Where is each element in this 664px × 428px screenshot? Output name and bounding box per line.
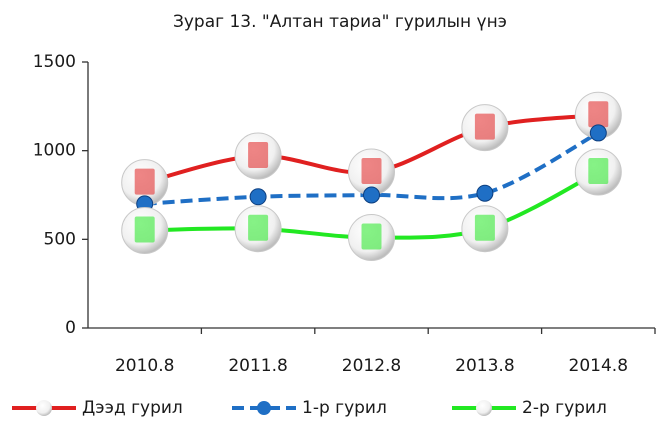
legend-marker: [36, 400, 52, 416]
legend-label: Дээд гурил: [82, 398, 183, 418]
marker-icon: [588, 101, 608, 127]
marker-group: [462, 105, 508, 151]
x-tick-label: 2013.8: [455, 356, 514, 376]
marker-icon: [248, 215, 268, 241]
chart-title: Зураг 13. "Алтан тариа" гурилын үнэ: [173, 12, 507, 32]
marker-group: [235, 206, 281, 252]
marker-icon: [588, 158, 608, 184]
legend-marker: [257, 401, 271, 415]
x-tick-label: 2010.8: [115, 356, 174, 376]
y-tick-label: 1000: [33, 141, 76, 161]
marker-icon: [248, 142, 268, 168]
y-tick-label: 1500: [33, 52, 76, 72]
marker-icon: [362, 158, 382, 184]
marker-icon: [475, 114, 495, 140]
marker-icon: [135, 169, 155, 195]
marker: [364, 187, 380, 203]
marker-group: [349, 215, 395, 261]
x-tick-label: 2012.8: [342, 356, 401, 376]
chart: Зураг 13. "Алтан тариа" гурилын үнэ 0 500…: [0, 0, 664, 428]
marker: [590, 125, 606, 141]
marker-icon: [135, 216, 155, 242]
marker-group: [575, 149, 621, 195]
y-tick-label: 500: [44, 229, 76, 249]
legend-marker: [476, 400, 492, 416]
marker: [477, 185, 493, 201]
x-tick-label: 2011.8: [228, 356, 287, 376]
marker: [250, 189, 266, 205]
marker-group: [122, 207, 168, 253]
x-tick-label: 2014.8: [569, 356, 628, 376]
marker-icon: [475, 215, 495, 241]
legend-label: 2-р гурил: [522, 398, 607, 418]
marker-group: [235, 133, 281, 179]
marker-group: [462, 206, 508, 252]
marker-icon: [362, 224, 382, 250]
legend-label: 1-р гурил: [302, 398, 387, 418]
y-tick-label: 0: [65, 318, 76, 338]
